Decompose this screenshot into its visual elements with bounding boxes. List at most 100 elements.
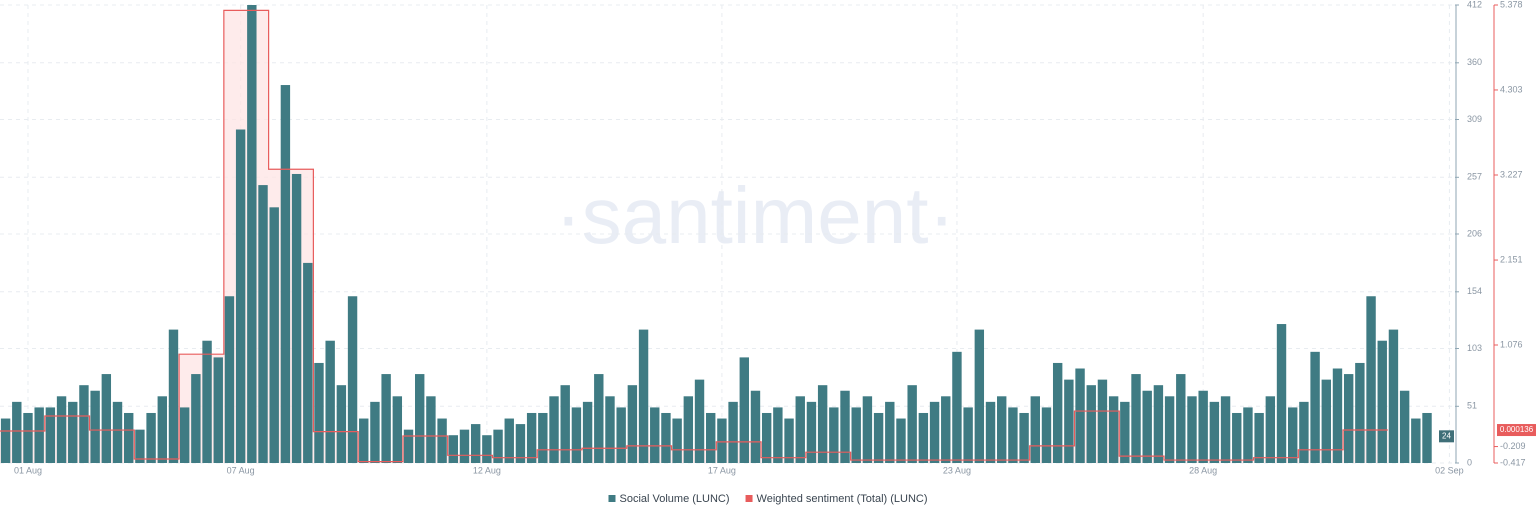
bar [1108, 396, 1119, 463]
x-tick-label: 02 Sep [1435, 465, 1464, 475]
bar [1064, 379, 1074, 463]
bar [873, 412, 884, 463]
bar [1288, 407, 1298, 463]
y2-tick-label: 3.227 [1500, 169, 1523, 179]
bar [560, 385, 570, 463]
bar [1411, 418, 1421, 463]
bar [101, 374, 112, 463]
bar [325, 340, 335, 463]
bar [1232, 412, 1242, 463]
bar [582, 401, 593, 463]
bar [974, 329, 985, 463]
bar [728, 401, 738, 463]
bar [616, 407, 626, 463]
bar [1041, 407, 1052, 463]
bar [1142, 390, 1152, 463]
bar [157, 396, 167, 463]
bar [706, 412, 716, 463]
bar [23, 412, 33, 463]
bar [683, 396, 694, 463]
bar [258, 185, 268, 463]
sentiment-line [0, 9, 1388, 463]
x-tick-label: 17 Aug [708, 465, 736, 475]
bar [1176, 374, 1186, 463]
bar [1310, 351, 1320, 463]
bar [1187, 396, 1197, 463]
bar [179, 407, 190, 463]
bar [135, 429, 145, 463]
legend-label: Social Volume (LUNC) [619, 493, 729, 505]
bar [1052, 362, 1063, 463]
bar [12, 401, 22, 463]
bar [56, 396, 67, 463]
bar [952, 351, 962, 463]
bar [1422, 412, 1432, 463]
bar [997, 396, 1007, 463]
bar [0, 418, 11, 463]
y2-tick-label: -0.417 [1500, 457, 1526, 467]
bar [1254, 412, 1264, 463]
bar [829, 407, 839, 463]
bar [672, 418, 682, 463]
bar [1220, 396, 1231, 463]
bar [661, 412, 671, 463]
bar [202, 340, 212, 463]
bar [90, 390, 100, 463]
bar [213, 357, 223, 463]
bar [168, 329, 179, 463]
bar [840, 390, 850, 463]
bar [359, 418, 369, 463]
y-tick-label: 103 [1467, 343, 1482, 353]
bar [314, 362, 324, 463]
bar [1388, 329, 1399, 463]
y-tick-label: 412 [1467, 0, 1482, 9]
bar [1243, 407, 1253, 463]
bar [448, 435, 458, 463]
bar [247, 5, 257, 463]
bar [650, 407, 660, 463]
bar [280, 85, 291, 464]
bar [112, 401, 123, 463]
bar [1075, 368, 1085, 463]
y2-tick-label: 1.076 [1500, 339, 1523, 349]
bar [817, 385, 828, 463]
bar [941, 396, 951, 463]
bar [370, 401, 380, 463]
bar [515, 424, 526, 463]
bar [437, 418, 447, 463]
bar [493, 429, 503, 463]
bar [627, 385, 638, 463]
bar [1030, 396, 1040, 463]
bar [549, 396, 559, 463]
bar [68, 401, 78, 463]
bar [963, 407, 973, 463]
bar [806, 401, 817, 463]
bar [403, 429, 414, 463]
legend-swatch [608, 495, 616, 502]
bar [638, 329, 649, 463]
bar [79, 385, 89, 463]
bar [1086, 385, 1096, 463]
bar [896, 418, 906, 463]
bar [303, 262, 313, 463]
x-tick-label: 12 Aug [473, 465, 501, 475]
y-tick-label: 360 [1467, 57, 1482, 67]
y-tick-label: 154 [1467, 286, 1482, 296]
y-tick-label: 257 [1467, 172, 1482, 182]
bar [1164, 396, 1175, 463]
current-sentiment-label: 0.000136 [1500, 425, 1534, 434]
bar [1097, 379, 1108, 463]
bar [235, 129, 246, 463]
bar [124, 412, 134, 463]
bar [929, 401, 940, 463]
current-volume-label: 24 [1442, 431, 1451, 440]
bar [1276, 324, 1287, 463]
bar [985, 401, 996, 463]
y-tick-label: 309 [1467, 114, 1482, 124]
bar [1265, 396, 1276, 463]
y-tick-label: 51 [1467, 401, 1477, 411]
bar [795, 396, 805, 463]
bar [773, 407, 783, 463]
y2-tick-label: 2.151 [1500, 254, 1523, 264]
